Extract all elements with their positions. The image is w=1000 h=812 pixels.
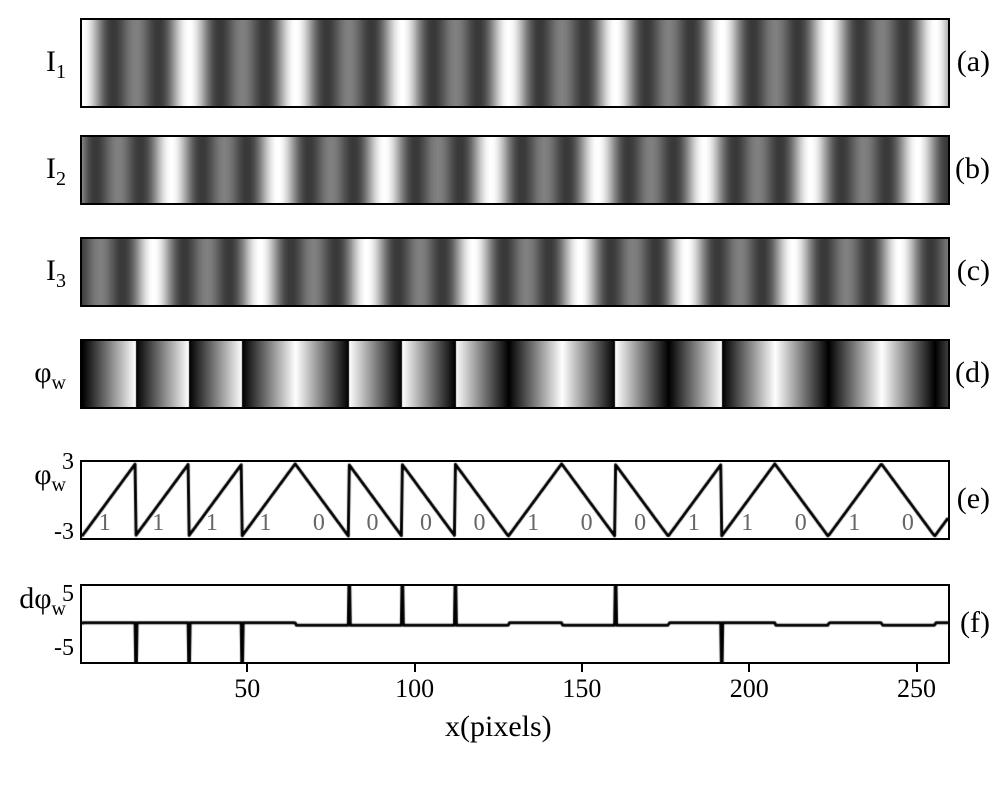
ylabel-d: φw [6, 356, 66, 395]
xtick-label-150: 150 [552, 674, 612, 704]
panel-label-b: (b) [955, 152, 990, 186]
code-label-8: 1 [527, 510, 539, 537]
panel-b [80, 135, 950, 205]
panel-canvas-b [82, 137, 948, 203]
xtick-mark-50 [246, 664, 248, 672]
xtick-label-200: 200 [719, 674, 779, 704]
code-label-15: 0 [902, 510, 914, 537]
code-label-1: 1 [152, 510, 164, 537]
code-label-3: 1 [259, 510, 271, 537]
panel-canvas-c [82, 239, 948, 305]
panel-canvas-f [82, 586, 948, 662]
xtick-mark-200 [748, 664, 750, 672]
xtick-label-250: 250 [887, 674, 947, 704]
code-label-6: 0 [420, 510, 432, 537]
panel-a [80, 18, 950, 108]
code-label-7: 0 [474, 510, 486, 537]
panel-label-c: (c) [957, 254, 990, 288]
ytick-f-5: 5 [44, 581, 74, 608]
panel-label-e: (e) [957, 482, 990, 516]
code-label-0: 1 [99, 510, 111, 537]
panel-label-d: (d) [955, 356, 990, 390]
code-label-9: 0 [581, 510, 593, 537]
panel-canvas-a [82, 20, 948, 106]
code-label-2: 1 [206, 510, 218, 537]
code-label-12: 1 [741, 510, 753, 537]
panel-d [80, 339, 950, 409]
panel-label-a: (a) [957, 45, 990, 79]
code-label-11: 1 [688, 510, 700, 537]
code-label-10: 0 [634, 510, 646, 537]
ylabel-a: I1 [6, 45, 66, 84]
ylabel-b: I2 [6, 152, 66, 191]
xtick-label-100: 100 [385, 674, 445, 704]
ylabel-c: I3 [6, 254, 66, 293]
xtick-mark-150 [581, 664, 583, 672]
panel-c [80, 237, 950, 307]
xtick-mark-100 [414, 664, 416, 672]
code-label-4: 0 [313, 510, 325, 537]
xtick-mark-250 [916, 664, 918, 672]
figure: I1(a)I2(b)I3(c)φw(d)φw(e)-33111100001001… [0, 0, 1000, 812]
code-label-13: 0 [795, 510, 807, 537]
code-label-14: 1 [848, 510, 860, 537]
ytick-e-3: 3 [44, 449, 74, 476]
xaxis-label: x(pixels) [445, 710, 552, 744]
panel-label-f: (f) [960, 606, 990, 640]
ytick-f--5: -5 [44, 635, 74, 662]
code-label-5: 0 [366, 510, 378, 537]
ytick-e--3: -3 [44, 519, 74, 546]
panel-canvas-d [82, 341, 948, 407]
xtick-label-50: 50 [217, 674, 277, 704]
panel-f [80, 584, 950, 664]
